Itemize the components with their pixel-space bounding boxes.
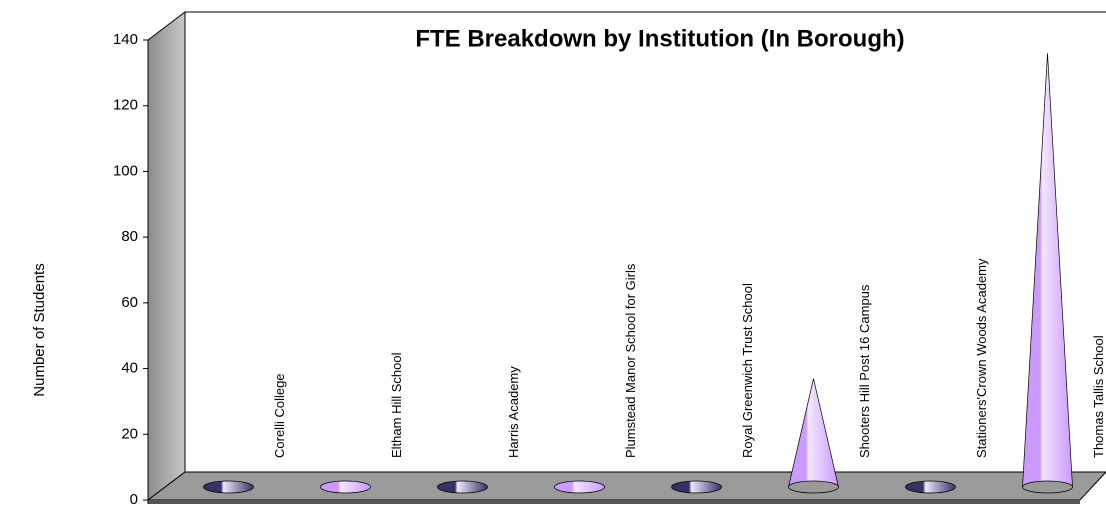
y-tick-label: 140 bbox=[113, 31, 138, 48]
category-label: Eltham Hill School bbox=[389, 352, 404, 458]
category-label: Harris Academy bbox=[506, 366, 521, 458]
y-tick-label: 80 bbox=[121, 228, 138, 245]
y-tick-label: 60 bbox=[121, 294, 138, 311]
y-axis-label: Number of Students bbox=[31, 263, 48, 396]
cone bbox=[554, 480, 605, 494]
category-label: Stationers'Crown Woods Academy bbox=[974, 258, 989, 458]
category-label: Thomas Tallis School bbox=[1091, 335, 1106, 458]
y-tick-label: 120 bbox=[113, 97, 138, 114]
cone bbox=[671, 480, 722, 494]
cone bbox=[320, 480, 371, 494]
y-tick-label: 40 bbox=[121, 360, 138, 377]
cone bbox=[1022, 53, 1073, 494]
chart-title: FTE Breakdown by Institution (In Borough… bbox=[415, 25, 904, 52]
y-tick-label: 0 bbox=[130, 491, 138, 508]
category-label: Shooters Hill Post 16 Campus bbox=[857, 284, 872, 458]
floor-front bbox=[148, 500, 1080, 504]
side-wall bbox=[147, 10, 186, 502]
floor bbox=[146, 471, 1106, 501]
y-tick-label: 100 bbox=[113, 162, 138, 179]
category-label: Royal Greenwich Trust School bbox=[740, 283, 755, 458]
cone bbox=[437, 480, 488, 494]
y-tick-label: 20 bbox=[121, 425, 138, 442]
cone bbox=[203, 480, 254, 494]
cone bbox=[905, 480, 956, 494]
category-label: Plumstead Manor School for Girls bbox=[623, 263, 638, 458]
category-label: Corelli College bbox=[272, 373, 287, 458]
cone bbox=[788, 378, 839, 494]
